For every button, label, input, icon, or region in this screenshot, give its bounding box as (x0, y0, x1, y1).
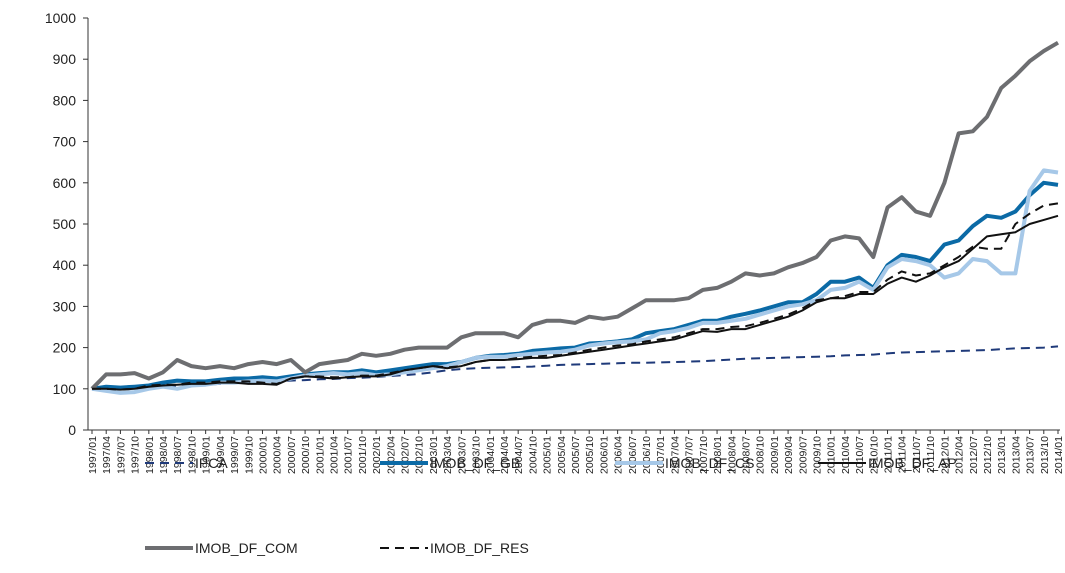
y-tick-label: 400 (53, 257, 77, 273)
legend-label: IMOB_DF_CS (665, 455, 754, 471)
x-tick-label: 2012/04 (954, 436, 966, 474)
x-tick-label: 2008/10 (755, 436, 767, 474)
x-tick-label: 2005/07 (570, 436, 582, 474)
x-tick-label: 2002/07 (400, 436, 412, 474)
x-tick-label: 1998/10 (186, 436, 198, 474)
legend-item: IMOB_DF_GB (380, 455, 520, 471)
y-tick-label: 700 (53, 134, 77, 150)
series-line (91, 180, 1059, 391)
x-tick-label: 2010/10 (868, 436, 880, 474)
x-tick-label: 1999/01 (201, 436, 213, 474)
x-tick-label: 2000/07 (286, 436, 298, 474)
y-tick-label: 500 (53, 216, 77, 232)
x-tick-label: 2013/01 (996, 436, 1008, 474)
x-tick-label: 2001/10 (357, 436, 369, 474)
x-tick-label: 2014/01 (1053, 436, 1065, 474)
x-tick-label: 2001/04 (329, 436, 341, 474)
x-tick-label: 1997/04 (101, 436, 113, 474)
x-tick-label: 2009/07 (797, 436, 809, 474)
x-tick-label: 2000/10 (300, 436, 312, 474)
y-tick-label: 300 (53, 298, 77, 314)
x-tick-label: 2004/01 (485, 436, 497, 474)
legend-item: IMOB_DF_AP (818, 455, 957, 471)
x-tick-label: 1997/01 (87, 436, 99, 474)
legend-item: IMOB_DF_CS (615, 455, 754, 471)
series-line (90, 40, 1060, 391)
x-tick-label: 2011/10 (925, 436, 937, 473)
legend-item: IPCA (145, 455, 228, 471)
x-tick-label: 2012/10 (982, 436, 994, 474)
x-tick-label: 2002/04 (385, 436, 397, 474)
y-tick-label: 600 (53, 175, 77, 191)
x-tick-label: 2005/10 (584, 436, 596, 474)
x-tick-label: 2007/04 (669, 436, 681, 474)
x-tick-label: 2004/10 (527, 436, 539, 474)
x-tick-label: 2003/01 (428, 436, 440, 474)
x-tick-label: 2012/07 (968, 436, 980, 474)
legend-item: IMOB_DF_RES (380, 540, 529, 556)
legend-label: IMOB_DF_GB (430, 455, 520, 471)
x-tick-label: 2006/04 (613, 436, 625, 474)
y-tick-label: 1000 (45, 10, 76, 26)
x-tick-label: 1998/07 (172, 436, 184, 474)
x-tick-label: 2003/04 (442, 436, 454, 474)
x-tick-label: 2000/04 (272, 436, 284, 474)
y-tick-label: 800 (53, 92, 77, 108)
x-tick-label: 1999/10 (243, 436, 255, 474)
x-tick-label: 2008/04 (726, 436, 738, 474)
x-tick-label: 1997/10 (130, 436, 142, 474)
x-tick-label: 2002/10 (414, 436, 426, 474)
x-tick-label: 2006/10 (641, 436, 653, 474)
x-tick-label: 2009/04 (783, 436, 795, 474)
x-tick-label: 2004/04 (499, 436, 511, 474)
legend-label: IPCA (195, 455, 228, 471)
legend-label: IMOB_DF_AP (868, 455, 957, 471)
x-tick-label: 2011/04 (897, 436, 909, 473)
x-tick-label: 2011/07 (911, 436, 923, 473)
x-tick-label: 2007/10 (698, 436, 710, 474)
x-tick-label: 1999/04 (215, 436, 227, 474)
x-tick-label: 2006/07 (627, 436, 639, 474)
x-tick-label: 2013/10 (1039, 436, 1051, 474)
x-tick-label: 2013/07 (1025, 436, 1037, 474)
legend-item: IMOB_DF_COM (145, 540, 298, 556)
y-tick-label: 200 (53, 340, 77, 356)
y-tick-label: 0 (68, 422, 76, 438)
x-tick-label: 1998/01 (144, 436, 156, 474)
x-tick-label: 2009/01 (769, 436, 781, 474)
x-tick-label: 2001/01 (314, 436, 326, 474)
series-line (91, 168, 1059, 395)
x-tick-label: 2002/01 (371, 436, 383, 474)
x-tick-label: 2004/07 (513, 436, 525, 474)
x-tick-label: 2007/07 (684, 436, 696, 474)
x-tick-label: 2009/10 (812, 436, 824, 474)
series-line (91, 345, 1059, 390)
y-tick-label: 900 (53, 51, 77, 67)
x-tick-label: 2011/01 (883, 436, 895, 473)
x-tick-label: 2013/04 (1010, 436, 1022, 474)
x-tick-label: 2008/07 (740, 436, 752, 474)
x-tick-label: 1997/07 (115, 436, 127, 474)
x-tick-label: 2003/07 (456, 436, 468, 474)
legend-label: IMOB_DF_COM (195, 540, 298, 556)
x-tick-label: 2003/10 (471, 436, 483, 474)
x-tick-label: 2008/01 (712, 436, 724, 474)
x-tick-label: 2000/01 (257, 436, 269, 474)
x-tick-label: 2010/07 (854, 436, 866, 474)
x-tick-label: 2010/04 (840, 436, 852, 474)
y-tick-label: 100 (53, 381, 77, 397)
series-line (92, 202, 1059, 391)
legend-label: IMOB_DF_RES (430, 540, 529, 556)
x-tick-label: 2005/01 (542, 436, 554, 474)
x-tick-label: 2001/07 (343, 436, 355, 474)
x-tick-label: 2006/01 (598, 436, 610, 474)
x-tick-label: 1999/07 (229, 436, 241, 474)
x-tick-label: 1998/04 (158, 436, 170, 474)
series-line (92, 214, 1059, 391)
x-tick-label: 2005/04 (556, 436, 568, 474)
x-tick-label: 2010/01 (826, 436, 838, 474)
x-tick-label: 2012/01 (939, 436, 951, 474)
